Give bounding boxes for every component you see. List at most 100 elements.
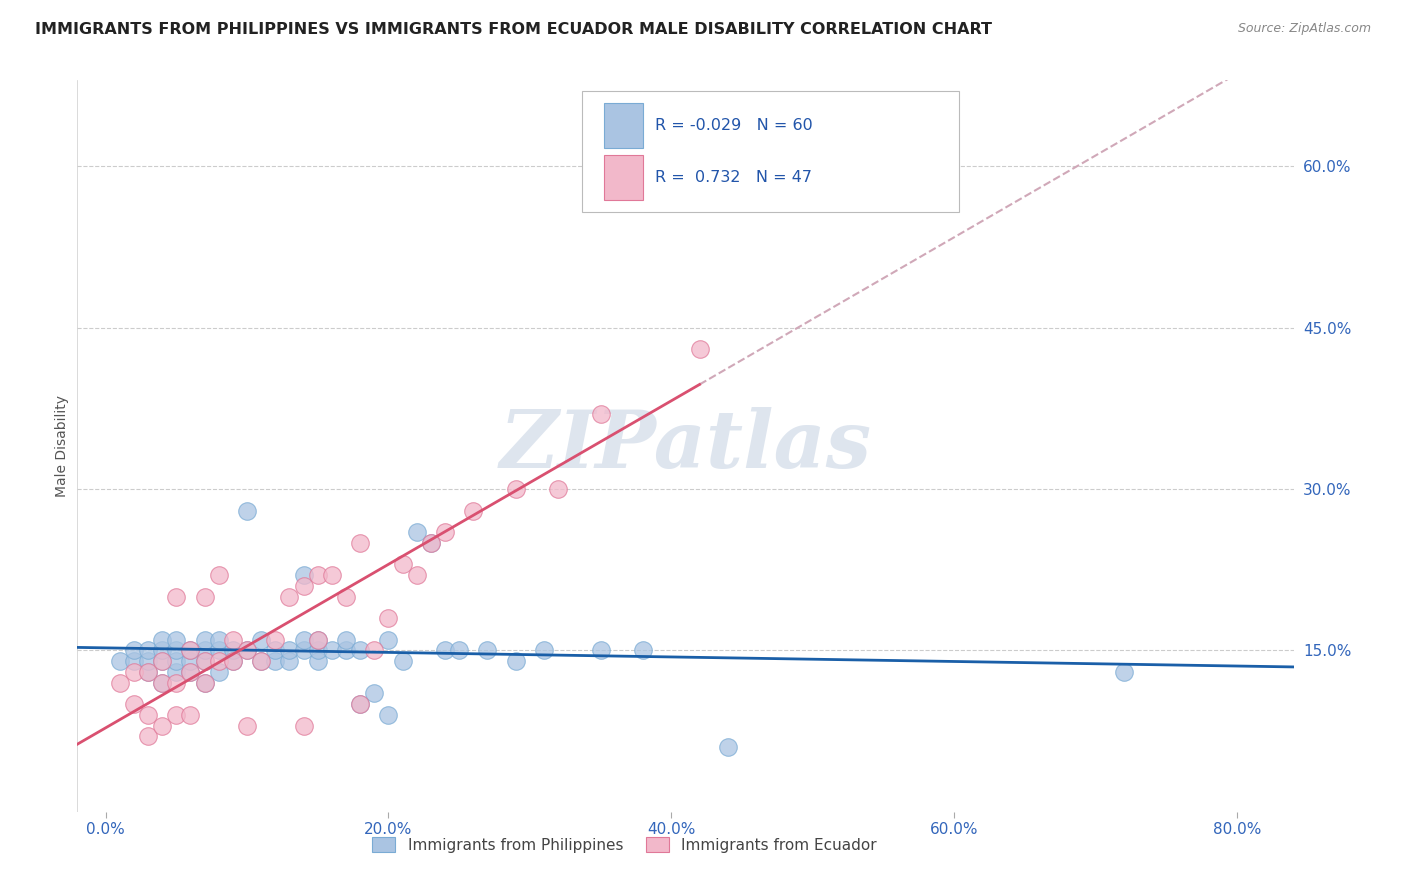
Point [165, 665, 187, 679]
Point [194, 632, 217, 647]
Point [292, 579, 315, 593]
Point [194, 654, 217, 668]
Point [179, 665, 201, 679]
Point [335, 590, 357, 604]
Point [236, 643, 259, 657]
Point [533, 643, 555, 657]
Point [914, 192, 936, 206]
Y-axis label: Male Disability: Male Disability [55, 395, 69, 497]
Point [108, 675, 131, 690]
Point [250, 654, 273, 668]
Point [222, 643, 245, 657]
Point [307, 643, 329, 657]
Point [150, 675, 173, 690]
Point [250, 632, 273, 647]
Point [307, 632, 329, 647]
Point [631, 643, 654, 657]
Point [222, 654, 245, 668]
Point [278, 654, 301, 668]
Point [505, 654, 527, 668]
Text: Source: ZipAtlas.com: Source: ZipAtlas.com [1237, 22, 1371, 36]
Point [434, 524, 457, 539]
Point [349, 697, 371, 711]
Point [208, 632, 231, 647]
Point [236, 643, 259, 657]
Point [449, 643, 471, 657]
Point [165, 675, 187, 690]
Point [179, 654, 201, 668]
Point [377, 632, 399, 647]
Point [108, 654, 131, 668]
Point [278, 590, 301, 604]
Point [377, 707, 399, 722]
Point [150, 654, 173, 668]
FancyBboxPatch shape [605, 155, 643, 201]
Point [222, 654, 245, 668]
Point [150, 719, 173, 733]
Point [292, 719, 315, 733]
Point [136, 665, 159, 679]
Point [179, 707, 201, 722]
Point [307, 654, 329, 668]
Point [689, 342, 711, 356]
Point [122, 665, 145, 679]
Point [292, 568, 315, 582]
Point [208, 654, 231, 668]
Point [165, 654, 187, 668]
Point [179, 643, 201, 657]
Point [165, 707, 187, 722]
Point [717, 740, 740, 755]
Point [349, 643, 371, 657]
Point [391, 654, 413, 668]
Point [194, 643, 217, 657]
Point [150, 643, 173, 657]
FancyBboxPatch shape [605, 103, 643, 148]
Point [150, 675, 173, 690]
Point [391, 558, 413, 572]
Text: IMMIGRANTS FROM PHILIPPINES VS IMMIGRANTS FROM ECUADOR MALE DISABILITY CORRELATI: IMMIGRANTS FROM PHILIPPINES VS IMMIGRANT… [35, 22, 993, 37]
Point [122, 697, 145, 711]
Point [307, 568, 329, 582]
Point [335, 632, 357, 647]
Point [463, 503, 485, 517]
Point [122, 643, 145, 657]
Point [194, 675, 217, 690]
Point [136, 643, 159, 657]
Text: R = -0.029   N = 60: R = -0.029 N = 60 [655, 118, 813, 133]
Point [236, 503, 259, 517]
Point [278, 643, 301, 657]
Point [547, 482, 569, 496]
Point [264, 654, 287, 668]
Point [165, 590, 187, 604]
Point [434, 643, 457, 657]
Point [136, 730, 159, 744]
Point [264, 643, 287, 657]
Text: R =  0.732   N = 47: R = 0.732 N = 47 [655, 170, 813, 186]
Point [208, 568, 231, 582]
Point [589, 407, 612, 421]
Point [179, 643, 201, 657]
Point [250, 654, 273, 668]
Point [136, 654, 159, 668]
Point [321, 643, 343, 657]
Point [136, 665, 159, 679]
Point [194, 654, 217, 668]
Point [194, 590, 217, 604]
Point [349, 536, 371, 550]
Point [150, 654, 173, 668]
Point [589, 643, 612, 657]
Point [292, 632, 315, 647]
Point [208, 665, 231, 679]
Point [292, 643, 315, 657]
Text: ZIPatlas: ZIPatlas [499, 408, 872, 484]
Point [122, 654, 145, 668]
Point [165, 643, 187, 657]
Point [419, 536, 441, 550]
Point [236, 719, 259, 733]
Point [363, 643, 385, 657]
Point [405, 568, 427, 582]
Point [264, 632, 287, 647]
Point [150, 632, 173, 647]
Point [363, 686, 385, 700]
Point [194, 675, 217, 690]
